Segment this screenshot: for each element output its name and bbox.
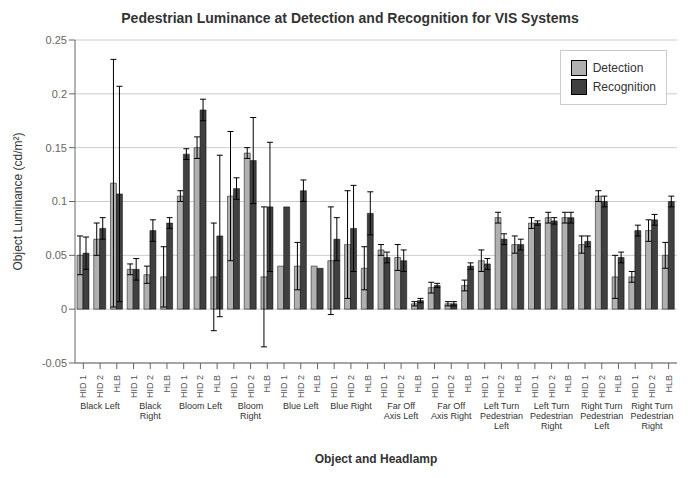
svg-text:HLB: HLB	[212, 375, 222, 393]
svg-text:HID 2: HID 2	[145, 375, 155, 398]
svg-text:0.1: 0.1	[52, 195, 67, 207]
svg-text:Blue Right: Blue Right	[330, 401, 372, 411]
svg-text:0.15: 0.15	[46, 142, 67, 154]
svg-text:Left TurnPedestrianRight: Left TurnPedestrianRight	[530, 401, 573, 431]
svg-text:HID 2: HID 2	[346, 375, 356, 398]
svg-text:HID 2: HID 2	[396, 375, 406, 398]
html-text:Pedestrian Luminance at Detect: Pedestrian Luminance at Detection and Re…	[121, 10, 579, 26]
svg-text:Blue Left: Blue Left	[283, 401, 319, 411]
svg-text:HID 1: HID 1	[480, 375, 490, 398]
svg-text:HLB: HLB	[112, 375, 122, 393]
svg-text:HID 1: HID 1	[329, 375, 339, 398]
svg-text:HID 1: HID 1	[279, 375, 289, 398]
svg-text:HLB: HLB	[664, 375, 674, 393]
svg-text:HID 2: HID 2	[547, 375, 557, 398]
svg-text:HID 1: HID 1	[179, 375, 189, 398]
html-text:Recognition: Recognition	[592, 80, 656, 94]
svg-text:HID 1: HID 1	[630, 375, 640, 398]
svg-text:HLB: HLB	[413, 375, 423, 393]
svg-text:HID 2: HID 2	[296, 375, 306, 398]
svg-text:Far OffAxis Right: Far OffAxis Right	[431, 401, 472, 421]
svg-text:Left TurnPedestrianLeft: Left TurnPedestrianLeft	[480, 401, 523, 431]
svg-text:HID 2: HID 2	[246, 375, 256, 398]
svg-text:-0.05: -0.05	[42, 357, 67, 369]
svg-text:HLB: HLB	[312, 375, 322, 393]
svg-text:HLB: HLB	[262, 375, 272, 393]
svg-text:BlackRight: BlackRight	[139, 401, 162, 421]
svg-text:HID 1: HID 1	[129, 375, 139, 398]
svg-text:BloomRight: BloomRight	[238, 401, 264, 421]
svg-text:Black Left: Black Left	[80, 401, 120, 411]
svg-text:0.25: 0.25	[46, 34, 67, 46]
svg-text:Far OffAxis Left: Far OffAxis Left	[384, 401, 419, 421]
svg-text:HID 1: HID 1	[530, 375, 540, 398]
html-text:Detection: Detection	[592, 61, 644, 75]
svg-text:Right TurnPedestrianLeft: Right TurnPedestrianLeft	[580, 401, 623, 431]
svg-text:Object Luminance (cd/m²): Object Luminance (cd/m²)	[11, 132, 25, 270]
svg-text:HLB: HLB	[162, 375, 172, 393]
svg-text:HID 2: HID 2	[446, 375, 456, 398]
svg-text:Object and Headlamp: Object and Headlamp	[315, 452, 438, 466]
svg-text:HLB: HLB	[563, 375, 573, 393]
svg-text:0: 0	[61, 303, 67, 315]
svg-text:HLB: HLB	[463, 375, 473, 393]
svg-text:HLB: HLB	[363, 375, 373, 393]
svg-text:HLB: HLB	[513, 375, 523, 393]
svg-text:HID 2: HID 2	[95, 375, 105, 398]
svg-text:HID 1: HID 1	[229, 375, 239, 398]
svg-text:HLB: HLB	[613, 375, 623, 393]
svg-text:HID 1: HID 1	[430, 375, 440, 398]
svg-text:HID 1: HID 1	[379, 375, 389, 398]
svg-text:0.2: 0.2	[52, 88, 67, 100]
svg-text:HID 2: HID 2	[195, 375, 205, 398]
svg-text:HID 1: HID 1	[78, 375, 88, 398]
svg-text:HID 2: HID 2	[496, 375, 506, 398]
svg-text:HID 1: HID 1	[580, 375, 590, 398]
svg-text:Bloom Left: Bloom Left	[179, 401, 223, 411]
svg-text:0.05: 0.05	[46, 249, 67, 261]
svg-text:HID 2: HID 2	[597, 375, 607, 398]
svg-text:HID 2: HID 2	[647, 375, 657, 398]
svg-text:Right TurnPedestrianRight: Right TurnPedestrianRight	[630, 401, 673, 431]
